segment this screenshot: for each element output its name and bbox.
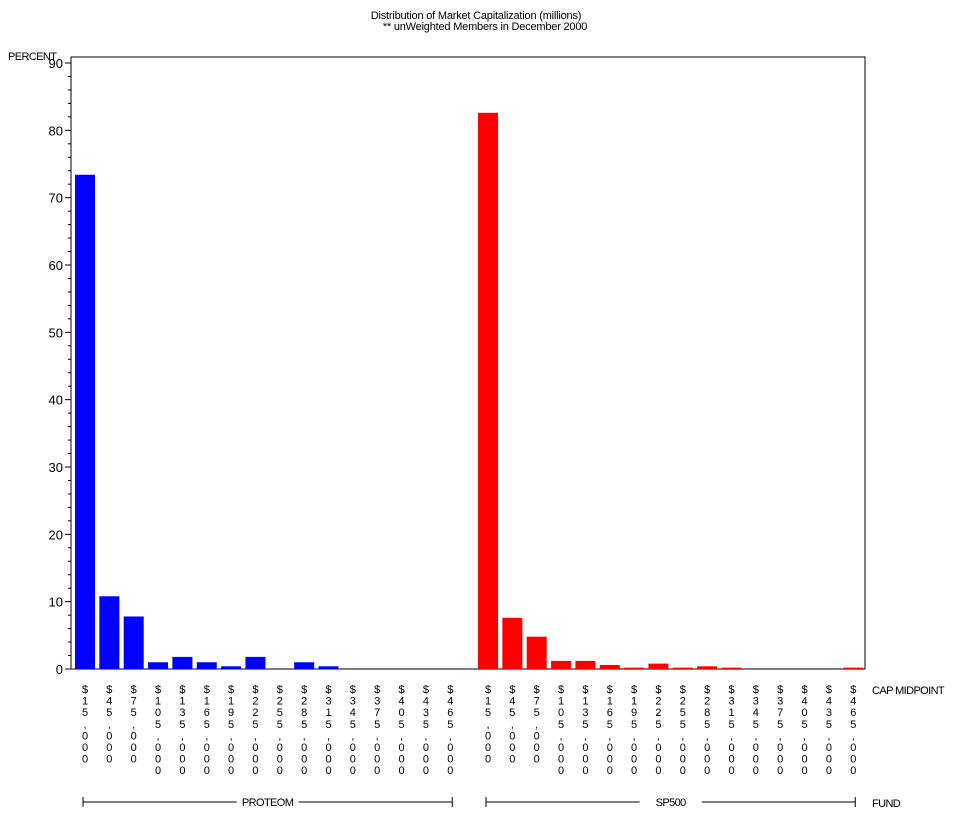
bar xyxy=(172,656,193,669)
y-tick-label: 30 xyxy=(49,460,63,475)
x-tick-label: $3 4 5, 0 0 0 xyxy=(753,684,759,777)
x-tick-label: $1 0 5, 0 0 0 xyxy=(155,684,161,777)
group-axis-label: FUND xyxy=(872,798,901,810)
x-tick-label: $4 3 5, 0 0 0 xyxy=(423,684,429,777)
x-tick-label: $2 8 5, 0 0 0 xyxy=(704,684,710,777)
bar xyxy=(123,616,144,669)
y-tick-label: 60 xyxy=(49,258,63,273)
x-tick-label: $4 5, 0 0 0 xyxy=(106,684,112,766)
y-tick-label: 50 xyxy=(49,325,63,340)
x-tick-label: $1 0 5, 0 0 0 xyxy=(558,684,564,777)
bars xyxy=(75,112,864,670)
y-tick-label: 10 xyxy=(49,595,63,610)
x-tick-label: $1 5, 0 0 0 xyxy=(82,684,88,766)
chart-title: Distribution of Market Capitalization (m… xyxy=(371,10,581,22)
bar xyxy=(245,656,266,669)
x-tick-label: $1 9 5, 0 0 0 xyxy=(631,684,637,777)
x-tick-label: $4 5, 0 0 0 xyxy=(509,684,515,766)
x-tick-label: $3 4 5, 0 0 0 xyxy=(350,684,356,777)
bar xyxy=(294,662,315,669)
x-tick-label: $1 9 5, 0 0 0 xyxy=(228,684,234,777)
x-tick-label: $7 5, 0 0 0 xyxy=(534,684,540,766)
bar xyxy=(721,667,742,669)
y-tick-label: 0 xyxy=(56,662,63,677)
x-tick-label: $4 3 5, 0 0 0 xyxy=(826,684,832,777)
bar xyxy=(599,664,620,669)
bar xyxy=(99,596,120,669)
plot-frame xyxy=(70,56,866,670)
x-tick-label: $2 8 5, 0 0 0 xyxy=(301,684,307,777)
x-tick-label: $1 6 5, 0 0 0 xyxy=(607,684,613,777)
y-axis-label: PERCENT xyxy=(8,51,57,63)
x-tick-label: $7 5, 0 0 0 xyxy=(131,684,137,766)
x-tick-label: $2 2 5, 0 0 0 xyxy=(655,684,661,777)
x-tick-labels: $1 5, 0 0 0 $ 4 5, 0 0 0 $ 7 5, 0 0 0 $ 1 0 5, 0 0 0 $ 1 3 5, 0 0 0 $ 1 6… xyxy=(82,684,856,777)
bar xyxy=(221,666,242,669)
bar xyxy=(318,666,339,669)
group-label: PROTEOM xyxy=(242,797,294,809)
bar xyxy=(672,667,693,669)
bar xyxy=(575,660,596,669)
bar xyxy=(502,617,523,669)
x-tick-label: $1 6 5, 0 0 0 xyxy=(204,684,210,777)
x-tick-label: $3 7 5, 0 0 0 xyxy=(374,684,380,777)
bar xyxy=(148,662,169,669)
x-tick-label: $4 0 5, 0 0 0 xyxy=(801,684,807,777)
x-tick-label: $1 3 5, 0 0 0 xyxy=(582,684,588,777)
bar xyxy=(697,666,718,669)
x-tick-label: $3 7 5, 0 0 0 xyxy=(777,684,783,777)
y-tick-label: 40 xyxy=(49,393,63,408)
y-tick-label: 90 xyxy=(49,56,63,71)
x-tick-label: $4 0 5, 0 0 0 xyxy=(398,684,404,777)
y-tick-label: 80 xyxy=(49,123,63,138)
y-tick-label: 70 xyxy=(49,191,63,206)
x-tick-label: $2 5 5, 0 0 0 xyxy=(680,684,686,777)
x-tick-label: $2 2 5, 0 0 0 xyxy=(252,684,258,777)
y-axis: 0 10 20 30 40 50 60 70 80 90 xyxy=(49,56,71,677)
x-axis-label: CAP MIDPOINT xyxy=(872,685,945,697)
x-tick-label: $1 3 5, 0 0 0 xyxy=(179,684,185,777)
x-tick-label: $3 1 5, 0 0 0 xyxy=(325,684,331,777)
x-tick-label: $4 6 5, 0 0 0 xyxy=(850,684,856,777)
x-tick-label: $2 5 5, 0 0 0 xyxy=(277,684,283,777)
y-tick-label: 20 xyxy=(49,527,63,542)
bar xyxy=(624,667,645,669)
bar xyxy=(843,667,864,669)
bar xyxy=(526,636,547,669)
x-tick-label: $4 6 5, 0 0 0 xyxy=(447,684,453,777)
group-axis: PROTEOM SP500 xyxy=(82,797,856,809)
bar xyxy=(196,662,217,669)
x-tick-label: $3 1 5, 0 0 0 xyxy=(728,684,734,777)
x-tick-label: $1 5, 0 0 0 xyxy=(485,684,491,766)
chart-subtitle: ** unWeighted Members in December 2000 xyxy=(383,21,587,33)
bar xyxy=(478,112,498,670)
bar xyxy=(75,174,95,670)
bar xyxy=(648,663,669,669)
group-label: SP500 xyxy=(656,797,687,809)
bar xyxy=(551,660,572,669)
